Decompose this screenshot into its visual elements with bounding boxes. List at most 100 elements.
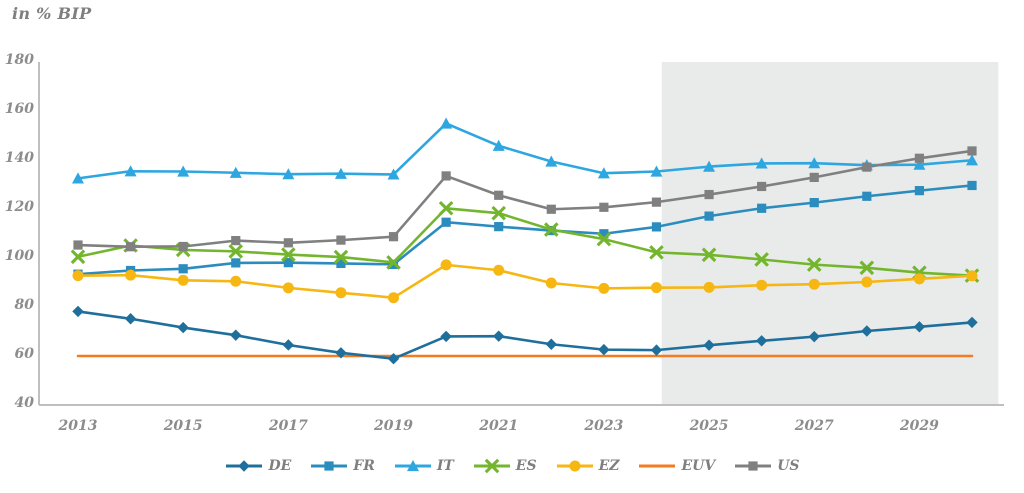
data-point-marker [650, 282, 662, 294]
data-point-marker [757, 203, 767, 213]
data-point-marker [862, 191, 872, 201]
data-point-marker [125, 269, 137, 281]
data-point-marker [650, 165, 663, 177]
legend-item-es[interactable]: ES [472, 458, 537, 474]
data-point-marker [754, 252, 769, 267]
data-point-marker [228, 244, 244, 259]
data-point-marker [599, 202, 609, 212]
data-point-marker [806, 257, 822, 272]
legend-swatch-none-icon [639, 464, 676, 468]
data-point-marker [543, 222, 559, 237]
data-point-marker [440, 330, 452, 343]
legend-label: IT [436, 458, 454, 474]
data-point-marker [438, 200, 454, 216]
data-point-marker [494, 190, 504, 200]
data-point-marker [230, 275, 242, 287]
data-point-marker [336, 235, 346, 245]
data-point-marker [859, 260, 875, 276]
data-point-marker [492, 139, 505, 151]
legend-item-de[interactable]: DE [224, 458, 291, 474]
data-point-marker [386, 255, 401, 270]
legend-item-us[interactable]: US [733, 458, 800, 474]
data-point-marker [72, 270, 84, 282]
data-point-marker [703, 339, 715, 351]
y-axis-tick-label: 40 [14, 395, 34, 411]
data-point-marker [281, 247, 296, 262]
series-ez [72, 259, 978, 304]
data-point-marker [441, 171, 451, 181]
data-point-marker [230, 329, 242, 341]
legend-label: EZ [598, 458, 620, 474]
data-point-marker [441, 217, 451, 227]
data-point-marker [282, 339, 295, 351]
legend-item-euv[interactable]: EUV [637, 458, 715, 474]
data-point-marker [862, 162, 872, 172]
data-point-marker [124, 165, 137, 177]
data-point-marker [967, 180, 977, 191]
legend-label: US [777, 458, 800, 474]
data-point-marker [336, 258, 346, 268]
data-point-marker [335, 347, 347, 359]
data-point-marker [809, 198, 819, 208]
data-point-marker [703, 281, 715, 293]
data-point-marker [177, 274, 189, 286]
data-point-marker [861, 325, 873, 337]
y-axis-tick-label: 140 [4, 150, 34, 166]
data-point-marker [73, 240, 83, 250]
x-axis-tick-label: 2015 [163, 418, 203, 434]
data-point-marker [282, 282, 294, 294]
legend-swatch-triangle-icon [394, 460, 431, 472]
series-de [72, 305, 978, 365]
data-point-marker [333, 249, 349, 265]
y-axis-tick-label: 120 [4, 199, 34, 215]
data-point-marker [755, 335, 768, 347]
data-point-marker [283, 258, 293, 268]
x-axis-tick-label: 2021 [479, 418, 519, 434]
legend-label: FR [353, 458, 375, 474]
data-point-marker [597, 167, 610, 179]
data-point-marker [545, 338, 557, 350]
legend-swatch-diamond-icon [226, 460, 263, 472]
data-point-marker [755, 157, 768, 169]
chart-legend: DE FR IT ES EZ EUV US [0, 458, 1024, 474]
legend-swatch-cross-icon [473, 458, 510, 474]
y-axis-tick-labels: 180 160 140 120 100 80 60 40 [0, 0, 34, 493]
data-point-marker [545, 277, 557, 289]
data-point-marker [704, 211, 714, 221]
legend-swatch-circle-icon [556, 460, 593, 472]
legend-item-ez[interactable]: EZ [555, 458, 620, 474]
data-point-marker [124, 313, 137, 325]
x-axis-tick-label: 2029 [899, 418, 939, 434]
data-point-marker [283, 238, 293, 248]
series-line-us [76, 149, 974, 249]
data-point-marker [72, 172, 84, 184]
data-point-marker [808, 278, 820, 290]
data-point-marker [494, 222, 504, 232]
data-point-marker [808, 157, 821, 169]
legend-item-fr[interactable]: FR [309, 458, 375, 474]
data-point-marker [387, 352, 400, 365]
data-point-marker [967, 146, 977, 156]
data-point-marker [914, 153, 925, 163]
data-point-marker [756, 279, 768, 291]
x-axis-tick-label: 2019 [374, 418, 413, 434]
data-point-marker [388, 292, 400, 304]
series-us [73, 146, 977, 252]
data-point-marker [598, 282, 610, 294]
y-axis-tick-label: 180 [4, 52, 34, 68]
series-line-ez [76, 263, 974, 299]
data-point-marker [493, 264, 505, 276]
legend-label: EUV [681, 458, 716, 474]
y-axis-tick-label: 160 [4, 101, 34, 117]
series-line-it [76, 122, 974, 180]
legend-item-it[interactable]: IT [393, 458, 454, 474]
data-point-marker [808, 330, 820, 343]
data-point-marker [649, 245, 664, 260]
x-axis-tick-label: 2023 [584, 418, 624, 434]
data-point-marker [440, 259, 452, 271]
data-point-marker [704, 189, 714, 200]
data-point-marker [966, 270, 978, 282]
y-axis-tick-label: 100 [4, 248, 34, 264]
